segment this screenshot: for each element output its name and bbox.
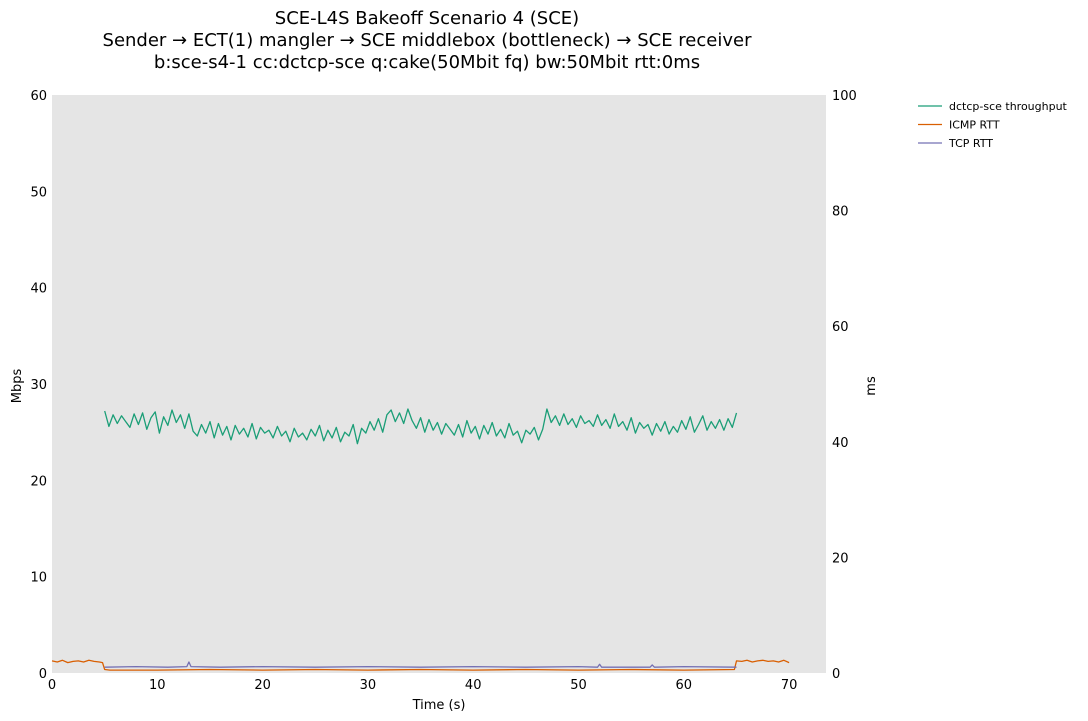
x-tick-label: 40: [465, 678, 482, 693]
legend-label-1: ICMP RTT: [949, 119, 1000, 132]
chart-title-line-3: b:sce-s4-1 cc:dctcp-sce q:cake(50Mbit fq…: [154, 52, 700, 73]
x-tick-label: 30: [360, 678, 377, 693]
y-right-tick-label: 0: [832, 667, 840, 682]
legend: dctcp-sce throughput ICMP RTT TCP RTT: [918, 100, 1068, 150]
x-axis-label: Time (s): [412, 698, 466, 713]
chart-title-line-1: SCE-L4S Bakeoff Scenario 4 (SCE): [275, 8, 579, 29]
legend-label-0: dctcp-sce throughput: [949, 100, 1068, 113]
y-right-tick-label: 100: [832, 89, 857, 104]
y-left-tick-label: 40: [30, 282, 47, 297]
x-tick-label: 50: [570, 678, 587, 693]
series-line-1: [51, 659, 790, 671]
x-axis-ticks: 0 10 20 30 40 50 60 70: [48, 678, 798, 693]
x-tick-label: 10: [149, 678, 166, 693]
y-left-tick-label: 0: [39, 667, 47, 682]
series-layer: [51, 408, 790, 671]
x-tick-label: 70: [781, 678, 798, 693]
y-right-tick-label: 20: [832, 551, 849, 566]
chart-title-line-2: Sender → ECT(1) mangler → SCE middlebox …: [103, 30, 753, 51]
legend-label-2: TCP RTT: [948, 137, 993, 150]
y-left-tick-label: 60: [30, 89, 47, 104]
y-right-tick-label: 40: [832, 436, 849, 451]
y-axis-right-label: ms: [864, 376, 879, 396]
plot-area: [52, 95, 826, 673]
y-left-tick-label: 50: [30, 185, 47, 200]
y-left-tick-label: 30: [30, 378, 47, 393]
x-tick-label: 20: [254, 678, 271, 693]
chart-title: SCE-L4S Bakeoff Scenario 4 (SCE) Sender …: [103, 8, 753, 73]
series-line-2: [104, 661, 737, 668]
y-left-tick-label: 20: [30, 474, 47, 489]
y-right-tick-label: 80: [832, 205, 849, 220]
y-axis-left-label: Mbps: [10, 369, 25, 404]
x-tick-label: 60: [676, 678, 693, 693]
y-axis-right-ticks: 0 20 40 60 80 100: [832, 89, 857, 682]
y-right-tick-label: 60: [832, 320, 849, 335]
y-left-tick-label: 10: [30, 571, 47, 586]
series-line-0: [104, 408, 738, 445]
x-tick-label: 0: [48, 678, 56, 693]
y-axis-left-ticks: 0 10 20 30 40 50 60: [30, 89, 47, 682]
